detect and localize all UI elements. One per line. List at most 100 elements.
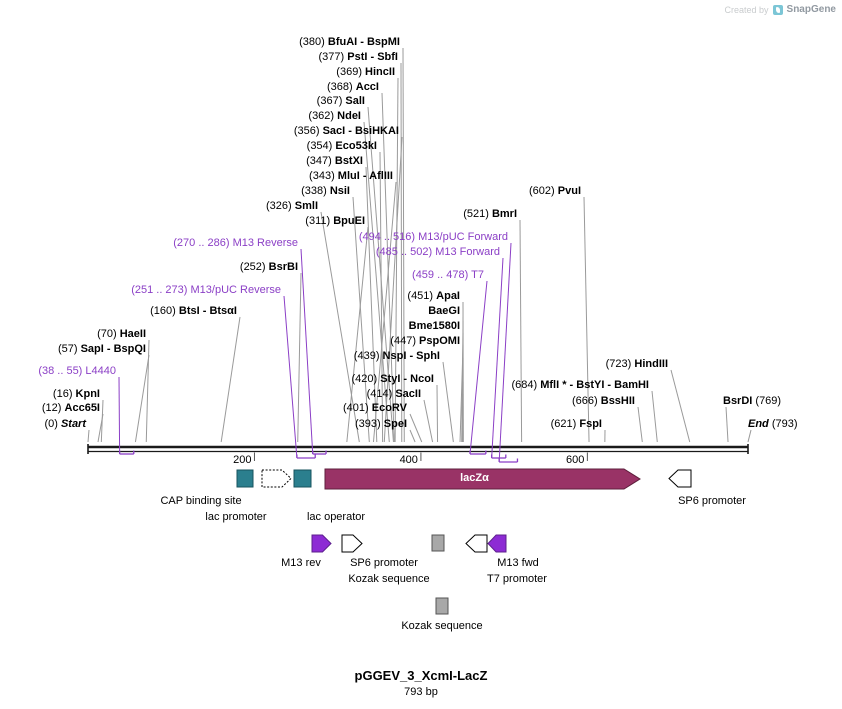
leader-styi-ncoi <box>436 384 439 443</box>
site-label-hincii[interactable]: (369) HincII <box>336 65 395 79</box>
site-label-bstxi[interactable]: (347) BstXI <box>306 154 363 168</box>
site-label-bmri[interactable]: (521) BmrI <box>463 207 517 221</box>
enzyme-position: (793) <box>768 418 798 430</box>
site-label-m13-reverse[interactable]: (270 .. 286) M13 Reverse <box>173 236 298 250</box>
enzyme-name: HincII <box>365 66 395 78</box>
site-label-bsrbi[interactable]: (252) BsrBI <box>240 260 298 274</box>
enzyme-name: BaeGI <box>428 305 460 317</box>
enzyme-position: (494 .. 516) <box>358 231 419 243</box>
leader-spei <box>409 429 416 443</box>
site-label-start[interactable]: (0) Start <box>44 417 86 431</box>
kozak-sequence-2[interactable] <box>435 597 449 615</box>
enzyme-position: (621) <box>550 418 580 430</box>
enzyme-position: (380) <box>299 36 328 48</box>
cap-binding-site[interactable] <box>236 469 254 488</box>
enzyme-name: M13/pUC Reverse <box>190 284 281 296</box>
m13-rev[interactable] <box>311 534 332 553</box>
site-label-bsshii[interactable]: (666) BssHII <box>572 394 635 408</box>
site-label-smli[interactable]: (326) SmlI <box>266 199 318 213</box>
enzyme-position: (70) <box>97 328 120 340</box>
site-label-psti-sbfi[interactable]: (377) PstI - SbfI <box>319 50 398 64</box>
site-label-bme1580i[interactable]: Bme1580I <box>409 319 460 333</box>
map-title: pGGEV_3_XcmI-LacZ <box>354 668 488 683</box>
site-label-sacii[interactable]: (414) SacII <box>367 387 421 401</box>
enzyme-name: BpuEI <box>333 215 365 227</box>
site-label-sali[interactable]: (367) SalI <box>317 94 365 108</box>
site-label-kpni[interactable]: (16) KpnI <box>53 387 100 401</box>
m13-fwd[interactable] <box>487 534 507 553</box>
site-label-btsi-bts-i[interactable]: (160) BtsI - BtsαI <box>150 304 237 318</box>
sp6-promoter[interactable] <box>341 534 363 553</box>
site-label-end[interactable]: End (793) <box>748 417 798 431</box>
enzyme-name: Bme1580I <box>408 320 460 332</box>
leader-m13-puc-forward <box>498 242 512 463</box>
site-label-bpuei[interactable]: (311) BpuEI <box>305 214 365 228</box>
lacz-alpha[interactable] <box>324 468 641 490</box>
enzyme-name: PvuI <box>557 185 581 197</box>
feature-label-lac-operator: lac operator <box>306 511 366 523</box>
leader-bfuai-bspmi <box>402 47 405 443</box>
lac-operator[interactable] <box>293 469 312 488</box>
enzyme-position: (666) <box>572 395 601 407</box>
site-label-eco53ki[interactable]: (354) Eco53kI <box>307 139 377 153</box>
enzyme-name: Start <box>60 418 86 430</box>
map-length: 793 bp <box>404 686 438 698</box>
site-label-acci[interactable]: (368) AccI <box>327 80 379 94</box>
kozak-sequence-1[interactable] <box>431 534 445 552</box>
site-label-saci-bsihkai[interactable]: (356) SacI - BsiHKAI <box>294 124 399 138</box>
site-label-baegi[interactable]: BaeGI <box>428 304 460 318</box>
site-label-m13-puc-reverse[interactable]: (251 .. 273) M13/pUC Reverse <box>131 283 281 297</box>
site-label-haeii[interactable]: (70) HaeII <box>97 327 146 341</box>
sp6-promoter-top[interactable] <box>668 469 692 488</box>
enzyme-position: (459 .. 478) <box>412 269 472 281</box>
leader-m13-forward <box>491 257 504 459</box>
site-label-m13-puc-forward[interactable]: (494 .. 516) M13/pUC Forward <box>359 230 508 244</box>
t7-promoter[interactable] <box>465 534 488 553</box>
leader-btsi-bts-i <box>220 316 241 443</box>
lac-promoter[interactable] <box>261 469 292 488</box>
site-label-styi-ncoi[interactable]: (420) StyI - NcoI <box>351 372 434 386</box>
leader-end <box>747 429 752 443</box>
enzyme-name: L4440 <box>85 365 116 377</box>
site-label-bfuai-bspmi[interactable]: (380) BfuAI - BspMI <box>299 35 400 49</box>
enzyme-position: (369) <box>336 66 366 78</box>
site-label-m13-forward[interactable]: (485 .. 502) M13 Forward <box>376 245 500 259</box>
site-label-pspomi[interactable]: (447) PspOMI <box>390 334 460 348</box>
site-label-ecorv[interactable]: (401) EcoRV <box>343 401 407 415</box>
leader-bsrbi <box>297 272 302 443</box>
site-label-mlui-afliii[interactable]: (343) MluI - AflIII <box>309 169 393 183</box>
feature-label-m13-rev: M13 rev <box>281 557 321 569</box>
lacz-alpha-label: lacZα <box>460 472 489 484</box>
site-label-apai[interactable]: (451) ApaI <box>407 289 460 303</box>
enzyme-position: (393) <box>355 418 384 430</box>
site-label-l4440[interactable]: (38 .. 55) L4440 <box>38 364 116 378</box>
site-label-fspi[interactable]: (621) FspI <box>551 417 602 431</box>
leader-acc65i <box>97 413 104 443</box>
site-label-pvui[interactable]: (602) PvuI <box>529 184 581 198</box>
enzyme-position: (401) <box>342 402 372 414</box>
site-label-ndei[interactable]: (362) NdeI <box>308 109 361 123</box>
scale-label-400: 400 <box>399 454 418 466</box>
site-label-sapi-bspqi[interactable]: (57) SapI - BspQI <box>58 342 146 356</box>
scale-label-200: 200 <box>233 454 252 466</box>
site-label-bsrdi[interactable]: BsrDI (769) <box>723 394 781 408</box>
leader-m13-puc-reverse <box>283 295 298 459</box>
leader-bmri <box>519 219 523 443</box>
site-label-acc65i[interactable]: (12) Acc65I <box>42 401 100 415</box>
leader-sacii <box>423 399 434 443</box>
enzyme-name: BfuAI - BspMI <box>327 36 400 48</box>
site-label-spei[interactable]: (393) SpeI <box>355 417 407 431</box>
enzyme-name: SapI - BspQI <box>80 343 146 355</box>
site-label-hindiii[interactable]: (723) HindIII <box>606 357 668 371</box>
enzyme-name: BsrDI <box>723 395 753 407</box>
leader-nsii <box>352 196 370 443</box>
enzyme-name: FspI <box>579 418 602 430</box>
site-label-mfli-bstyi-bamhi[interactable]: (684) MflI * - BstYI - BamHI <box>511 378 649 392</box>
enzyme-name: BssHII <box>600 395 635 407</box>
site-label-t7[interactable]: (459 .. 478) T7 <box>412 268 484 282</box>
enzyme-name: PspOMI <box>419 335 460 347</box>
leader-bsshii <box>637 406 643 443</box>
site-label-nsii[interactable]: (338) NsiI <box>301 184 350 198</box>
site-label-nspi-sphi[interactable]: (439) NspI - SphI <box>354 349 440 363</box>
